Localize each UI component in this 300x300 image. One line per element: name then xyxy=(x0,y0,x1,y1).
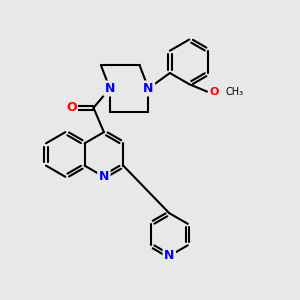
Text: N: N xyxy=(99,170,109,183)
Text: CH₃: CH₃ xyxy=(226,87,244,97)
Text: N: N xyxy=(164,250,175,262)
Text: O: O xyxy=(66,101,76,114)
Text: N: N xyxy=(143,82,154,95)
Text: O: O xyxy=(210,87,219,97)
Text: N: N xyxy=(105,82,115,95)
